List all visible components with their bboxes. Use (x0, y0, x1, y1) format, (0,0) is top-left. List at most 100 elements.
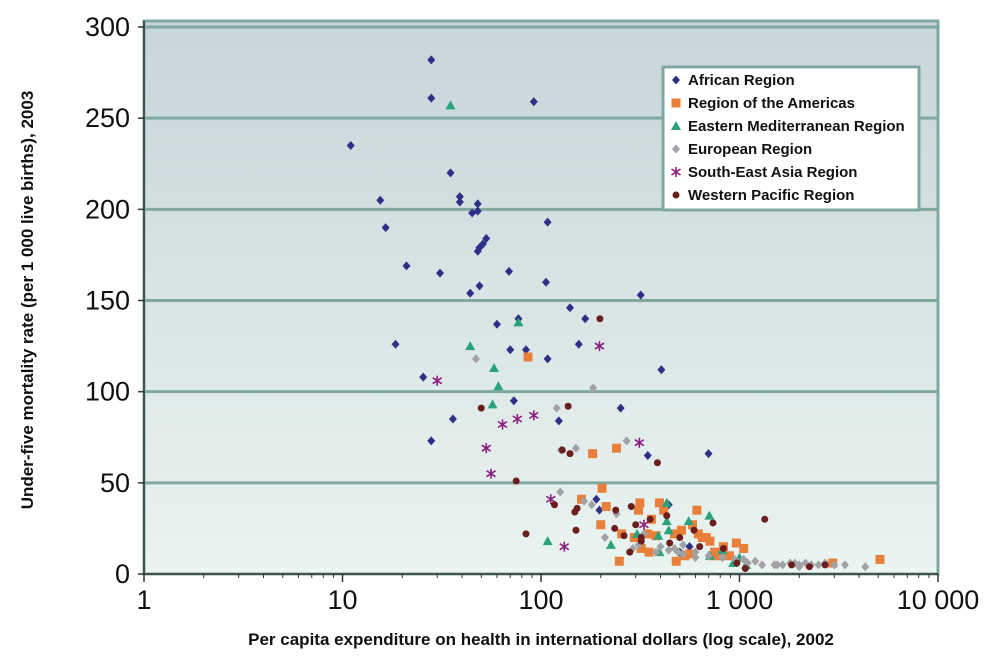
data-point (542, 277, 551, 287)
y-tick-label: 100 (85, 377, 130, 407)
data-point (685, 542, 694, 552)
data-point (679, 549, 688, 559)
data-point (788, 561, 796, 569)
data-point (487, 399, 498, 409)
data-point (545, 494, 556, 505)
gridlines (144, 25, 938, 485)
data-point (778, 560, 787, 570)
data-point (402, 261, 411, 271)
data-point (636, 543, 646, 553)
data-point (571, 508, 579, 516)
data-point (805, 563, 813, 571)
data-point (493, 381, 504, 391)
data-point (616, 403, 625, 413)
data-point (601, 502, 611, 512)
legend-label: African Region (688, 72, 795, 89)
data-point (652, 547, 661, 557)
data-point (559, 541, 570, 552)
data-point (592, 494, 601, 504)
data-point (638, 519, 649, 530)
data-point (477, 404, 485, 412)
data-point (600, 533, 609, 543)
data-point (637, 534, 645, 542)
data-point (542, 536, 553, 546)
data-point (468, 208, 477, 218)
data-point (644, 547, 654, 557)
y-axis-ticks: 0 50 100 150 200 250 300 (85, 12, 144, 589)
legend-marker (671, 121, 681, 130)
data-point (731, 538, 741, 548)
legend-item: Region of the Americas (671, 95, 855, 112)
data-point (552, 403, 561, 413)
series-5 (477, 315, 829, 573)
legend-item: Eastern Mediterranean Region (671, 118, 905, 135)
data-point (596, 315, 604, 323)
data-point (551, 501, 559, 509)
data-point (445, 100, 456, 110)
data-point (509, 396, 518, 406)
data-point (572, 526, 580, 534)
y-tick-label: 300 (85, 12, 130, 42)
data-point (840, 560, 849, 570)
data-point (446, 168, 455, 178)
data-point (432, 375, 443, 386)
legend-item: European Region (672, 141, 812, 158)
data-point (381, 223, 390, 233)
data-point (580, 496, 589, 506)
data-point (635, 498, 645, 508)
x-tick-label: 10 000 (897, 585, 980, 615)
data-point (671, 556, 681, 566)
legend-box (661, 65, 921, 212)
data-point (346, 141, 355, 151)
legend-item: African Region (672, 72, 795, 89)
data-point (632, 521, 640, 529)
data-point (597, 483, 607, 493)
data-point (611, 443, 621, 453)
data-point (719, 544, 727, 552)
data-point (489, 362, 500, 372)
data-point (622, 436, 631, 446)
data-point (543, 217, 552, 227)
data-point (814, 560, 823, 570)
data-point (646, 515, 654, 523)
data-point (724, 551, 734, 561)
data-point (419, 372, 428, 382)
data-point (634, 437, 645, 448)
data-point (521, 345, 530, 355)
data-point (512, 477, 520, 485)
data-point (751, 556, 760, 566)
data-point (589, 383, 598, 393)
y-axis-title: Under-five mortality rate (per 1 000 liv… (18, 91, 37, 510)
x-tick-label: 1 000 (706, 585, 774, 615)
data-point (620, 532, 628, 540)
data-point (558, 446, 566, 454)
data-point (795, 562, 804, 572)
data-point (676, 525, 686, 535)
data-point (611, 524, 619, 532)
data-point (666, 539, 674, 547)
data-point (685, 549, 695, 559)
data-point (696, 543, 704, 551)
data-point (691, 553, 700, 563)
data-point (486, 468, 496, 479)
data-point (661, 516, 672, 526)
data-point (587, 500, 596, 510)
data-point (554, 416, 563, 426)
data-point (718, 553, 727, 563)
data-point (448, 414, 457, 424)
data-point (473, 199, 482, 209)
data-point (663, 512, 671, 520)
data-point (605, 539, 616, 549)
data-point (436, 268, 445, 278)
legend-item: Western Pacific Region (672, 187, 854, 204)
data-point (634, 505, 644, 515)
data-point (761, 515, 769, 523)
data-point (455, 192, 464, 202)
y-tick-label: 0 (115, 559, 130, 589)
legend: African Region Region of the Americas East… (661, 65, 921, 212)
data-point (636, 290, 645, 300)
data-point (564, 402, 572, 410)
legend-marker (672, 144, 680, 154)
data-point (427, 436, 436, 446)
